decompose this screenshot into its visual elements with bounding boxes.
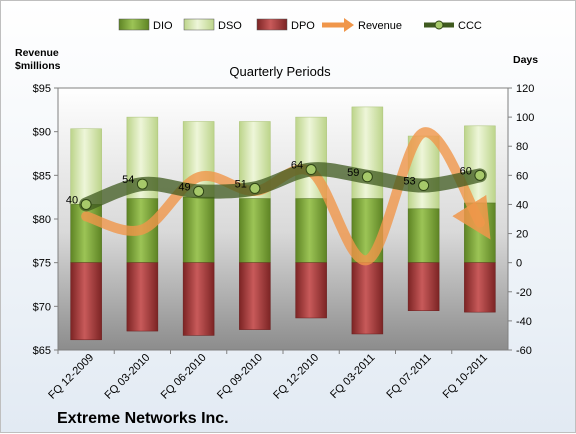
right-axis-title: Days — [513, 54, 538, 66]
bars-layer — [70, 106, 496, 341]
right-axis-tick-label: 0 — [516, 258, 522, 270]
ccc-point — [136, 178, 148, 190]
dpo-bar — [182, 262, 215, 336]
legend-swatch-dpo — [256, 18, 288, 31]
legend-label-dio: DIO — [153, 20, 173, 32]
ccc-data-label: 49 — [178, 181, 190, 193]
left-axis-tick-label: $70 — [33, 301, 51, 313]
dio-bar — [182, 196, 215, 263]
dpo-bar — [407, 262, 440, 311]
right-axis-tick-label: 40 — [516, 199, 528, 211]
left-axis-title-line1: Revenue — [15, 47, 59, 59]
dio-bar — [239, 198, 271, 263]
ccc-point — [305, 164, 317, 176]
legend-swatch-dso — [183, 18, 215, 31]
left-axis-tick-label: $75 — [33, 258, 51, 270]
ccc-data-label: 54 — [122, 174, 134, 186]
right-axis-tick-label: -20 — [516, 287, 532, 299]
chart-title: Quarterly Periods — [229, 64, 331, 79]
left-axis-tick-label: $85 — [33, 170, 51, 182]
x-axis-tick-label: FQ 09-2010 — [215, 352, 265, 402]
dpo-bar — [70, 262, 102, 341]
dpo-bar — [239, 262, 271, 330]
right-axis-tick-label: 60 — [516, 170, 528, 182]
left-axis-tick-label: $80 — [33, 214, 51, 226]
right-axis-tick-label: 80 — [516, 141, 528, 153]
ccc-data-label: 64 — [291, 160, 303, 172]
right-axis-tick-label: 120 — [516, 83, 534, 95]
x-axis-tick-label: FQ 06-2010 — [159, 352, 209, 402]
legend-label-dso: DSO — [218, 20, 242, 32]
ccc-data-label: 51 — [235, 178, 247, 190]
legend-label-ccc: CCC — [458, 20, 482, 32]
right-axis-tick-label: -40 — [516, 316, 532, 328]
legend-label-revenue: Revenue — [358, 20, 402, 32]
ccc-point — [249, 182, 261, 194]
x-axis-tick-label: FQ 07-2011 — [384, 352, 433, 401]
legend: DIO DSO DPO Revenue CCC — [118, 18, 482, 32]
ccc-point — [193, 185, 205, 197]
dpo-bar — [351, 262, 384, 335]
ccc-data-label: 53 — [403, 176, 415, 188]
right-axis-tick-label: 20 — [516, 229, 528, 241]
x-axis-tick-label: FQ 12-2010 — [271, 352, 321, 402]
right-axis-tick-label: -60 — [516, 345, 532, 357]
ccc-point — [361, 171, 373, 183]
dio-bar — [407, 208, 440, 263]
x-axis-tick-label: FQ 03-2010 — [103, 352, 153, 402]
dso-bar — [407, 135, 440, 210]
company-name: Extreme Networks Inc. — [57, 410, 229, 427]
ccc-data-label: 59 — [347, 167, 359, 179]
x-axis-tick-label: FQ 10-2011 — [441, 352, 490, 401]
ccc-point — [418, 180, 430, 192]
ccc-point — [80, 198, 92, 210]
lines-layer: 40 54 49 51 64 59 53 60 — [66, 127, 491, 266]
left-axis-tick-label: $95 — [33, 83, 51, 95]
ccc-point — [474, 169, 486, 181]
legend-swatch-revenue-arrow — [344, 18, 354, 32]
legend-label-dpo: DPO — [291, 20, 315, 32]
ccc-data-label: 40 — [66, 194, 78, 206]
dpo-bar — [126, 262, 159, 332]
x-axis-tick-label: FQ 12-2009 — [46, 352, 96, 402]
plot-area — [57, 87, 509, 351]
x-axis-tick-label: FQ 03-2011 — [328, 352, 377, 401]
left-axis-title-line2: $millions — [15, 60, 61, 72]
legend-swatch-dio — [118, 18, 150, 31]
dso-bar — [70, 128, 102, 205]
legend-swatch-ccc-dot — [434, 20, 444, 30]
dpo-bar — [295, 262, 327, 319]
right-axis-tick-label: 100 — [516, 112, 534, 124]
ccc-data-label: 60 — [460, 165, 472, 177]
left-axis-tick-label: $65 — [33, 345, 51, 357]
dpo-bar — [464, 262, 496, 313]
dio-bar — [295, 198, 327, 263]
left-axis-tick-label: $90 — [33, 127, 51, 139]
